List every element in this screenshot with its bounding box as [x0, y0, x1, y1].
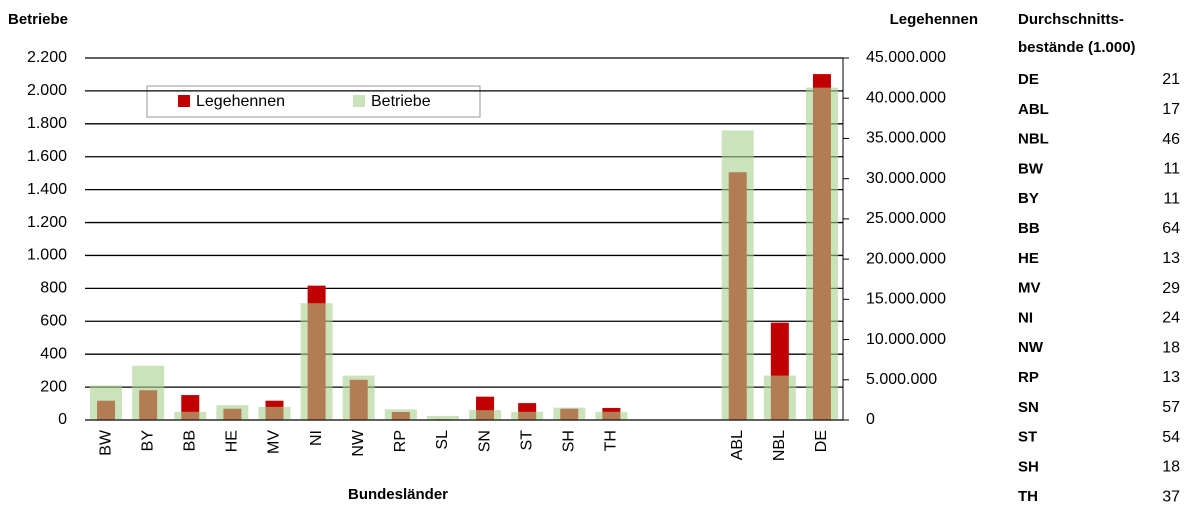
- table-value: 37: [1162, 488, 1180, 505]
- x-tick-label: ST: [518, 430, 535, 451]
- y-tick-label: 1.600: [27, 148, 67, 165]
- y2-tick-label: 20.000.000: [866, 250, 946, 267]
- bar: [300, 303, 333, 420]
- y2-axis-label: Legehennen: [890, 11, 978, 28]
- table-value: 21: [1162, 71, 1180, 88]
- x-tick-label: MV: [266, 430, 283, 454]
- bar: [553, 407, 586, 420]
- y-tick-label: 0: [58, 411, 67, 428]
- table-value: 11: [1163, 161, 1180, 178]
- y-tick-label: 1.000: [27, 247, 67, 264]
- table-value: 54: [1162, 429, 1180, 446]
- y2-tick-label: 35.000.000: [866, 130, 946, 147]
- bar: [805, 87, 838, 421]
- table-label: RP: [1018, 369, 1039, 386]
- x-tick-label: BY: [139, 430, 156, 452]
- table-value: 57: [1162, 399, 1180, 416]
- x-tick-label: SN: [476, 430, 493, 452]
- x-axis-label: Bundesländer: [348, 486, 448, 503]
- x-tick-label: DE: [813, 430, 830, 452]
- table-label: BY: [1018, 190, 1039, 207]
- x-tick-label: SL: [434, 430, 451, 450]
- table-value: 13: [1162, 369, 1180, 386]
- y-tick-label: 1.200: [27, 214, 67, 231]
- bar: [426, 415, 459, 420]
- table-label: BB: [1018, 220, 1040, 237]
- bar: [511, 411, 544, 420]
- y-tick-label: 800: [40, 280, 67, 297]
- x-tick-label: BB: [181, 430, 198, 451]
- y-tick-label: 1.400: [27, 181, 67, 198]
- bar: [216, 405, 249, 420]
- x-tick-label: NI: [308, 430, 325, 446]
- table-value: 13: [1162, 250, 1180, 267]
- y-tick-label: 200: [40, 378, 67, 395]
- table-value: 11: [1163, 190, 1180, 207]
- y2-tick-label: 30.000.000: [866, 170, 946, 187]
- legend-swatch: [353, 95, 365, 107]
- y-tick-label: 600: [40, 312, 67, 329]
- legend-label: Betriebe: [371, 93, 431, 110]
- bar: [258, 406, 291, 420]
- table-value: 64: [1162, 220, 1180, 237]
- table-label: ST: [1018, 429, 1037, 446]
- table-value: 17: [1162, 101, 1180, 118]
- x-tick-label: SH: [560, 430, 577, 452]
- x-tick-label: NBL: [771, 430, 788, 461]
- table-value: 18: [1162, 339, 1180, 356]
- table-label: SN: [1018, 399, 1039, 416]
- table-header: Durchschnitts-: [1018, 11, 1124, 28]
- x-tick-label: TH: [603, 430, 620, 451]
- bar: [595, 411, 628, 420]
- x-tick-label: RP: [392, 430, 409, 452]
- x-tick-label: BW: [97, 429, 114, 456]
- x-tick-label: ABL: [729, 430, 746, 460]
- table-label: SH: [1018, 458, 1039, 475]
- bar: [132, 365, 165, 420]
- x-tick-label: NW: [350, 429, 367, 457]
- bar: [90, 385, 123, 420]
- table-value: 29: [1162, 280, 1180, 297]
- table-value: 46: [1162, 131, 1180, 148]
- bar: [763, 375, 796, 420]
- y-tick-label: 2.200: [27, 49, 67, 66]
- table-label: ABL: [1018, 101, 1049, 118]
- y-tick-label: 400: [40, 345, 67, 362]
- bar: [721, 130, 754, 420]
- y-tick-label: 1.800: [27, 115, 67, 132]
- y-tick-label: 2.000: [27, 82, 67, 99]
- table-label: TH: [1018, 488, 1038, 505]
- table-label: NI: [1018, 309, 1033, 326]
- table-label: DE: [1018, 71, 1039, 88]
- y2-tick-label: 10.000.000: [866, 331, 946, 348]
- y2-tick-label: 40.000.000: [866, 89, 946, 106]
- legend-swatch: [178, 95, 190, 107]
- table-value: 24: [1162, 310, 1180, 327]
- legend-label: Legehennen: [196, 93, 285, 110]
- y2-tick-label: 25.000.000: [866, 210, 946, 227]
- y2-tick-label: 0: [866, 411, 875, 428]
- y2-tick-label: 15.000.000: [866, 291, 946, 308]
- table-value: 18: [1162, 459, 1180, 476]
- bar: [342, 375, 375, 420]
- bar: [174, 411, 207, 420]
- table-label: NW: [1018, 339, 1044, 356]
- table-label: BW: [1018, 160, 1044, 177]
- y2-tick-label: 45.000.000: [866, 49, 946, 66]
- table-header: bestände (1.000): [1018, 39, 1136, 56]
- y-axis-label: Betriebe: [8, 11, 68, 28]
- table-label: MV: [1018, 280, 1041, 297]
- table-label: NBL: [1018, 131, 1049, 148]
- bar: [469, 410, 502, 420]
- y2-tick-label: 5.000.000: [866, 371, 937, 388]
- table-label: HE: [1018, 250, 1039, 267]
- x-tick-label: HE: [224, 430, 241, 452]
- bar: [384, 409, 417, 420]
